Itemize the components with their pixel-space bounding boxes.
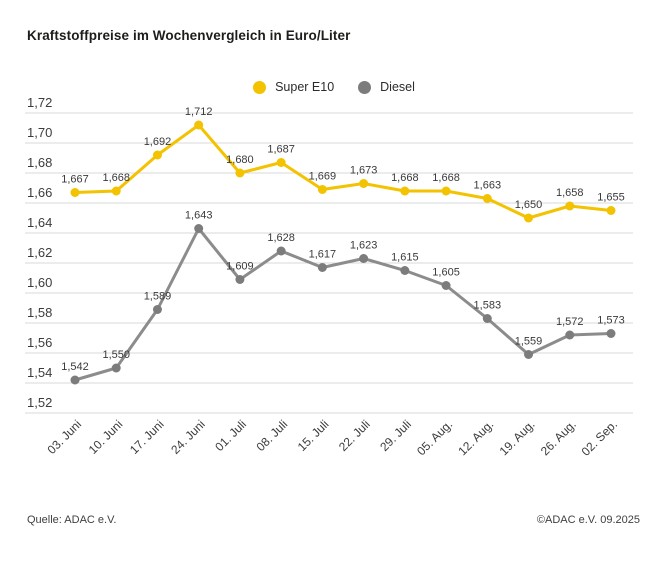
data-point-marker <box>565 201 575 211</box>
data-point-marker <box>482 194 492 203</box>
data-point-marker <box>400 266 410 275</box>
copyright-note: ©ADAC e.V. 09.2025 <box>536 514 640 526</box>
legend: Super E10 Diesel <box>0 80 668 94</box>
x-axis-tick-label: 10. Juni <box>86 417 126 457</box>
data-point-value-label: 1,658 <box>556 187 584 199</box>
x-axis-tick-label: 26. Aug. <box>538 417 579 458</box>
legend-item-super-e10: Super E10 <box>253 80 334 94</box>
data-point-marker <box>482 314 492 323</box>
x-axis-tick-label: 02. Sep. <box>579 417 621 459</box>
x-axis-tick-label: 24. Juni <box>168 417 208 457</box>
source-note: Quelle: ADAC e.V. <box>27 514 117 526</box>
x-axis-tick-label: 03. Juni <box>45 417 85 457</box>
x-axis-tick-label: 22. Juli <box>336 417 373 454</box>
data-point-marker <box>606 206 616 215</box>
series-line-super-e10 <box>74 123 612 220</box>
legend-label-diesel: Diesel <box>380 80 415 94</box>
data-point-marker <box>359 254 369 263</box>
y-axis-tick-label: 1,54 <box>27 365 52 380</box>
data-point-marker <box>70 375 80 385</box>
data-point-value-label: 1,605 <box>432 267 460 279</box>
data-point-marker <box>317 185 327 194</box>
data-point-marker <box>276 158 286 167</box>
data-point-marker <box>317 263 327 272</box>
y-axis-tick-label: 1,68 <box>27 155 52 170</box>
data-point-marker <box>111 186 121 196</box>
data-point-marker <box>235 275 245 284</box>
data-point-value-label: 1,573 <box>597 315 625 327</box>
data-point-value-label: 1,572 <box>556 316 584 328</box>
data-point-value-label: 1,673 <box>350 165 378 177</box>
data-point-value-label: 1,650 <box>515 199 543 211</box>
data-point-marker <box>565 330 575 340</box>
data-point-marker <box>194 120 204 130</box>
data-point-value-label: 1,609 <box>226 261 254 273</box>
diesel-dot-icon <box>358 80 372 94</box>
data-point-value-label: 1,668 <box>102 172 130 184</box>
y-axis-tick-label: 1,64 <box>27 215 52 230</box>
data-point-marker <box>359 179 369 188</box>
data-point-value-label: 1,589 <box>144 291 172 303</box>
data-point-marker <box>152 305 162 314</box>
data-point-value-label: 1,655 <box>597 192 625 204</box>
data-point-marker <box>235 168 245 178</box>
data-point-value-label: 1,617 <box>309 249 337 261</box>
y-axis-tick-label: 1,56 <box>27 335 52 350</box>
x-axis-tick-label: 05. Aug. <box>414 417 455 458</box>
data-point-marker <box>524 350 534 359</box>
x-axis-tick-label: 17. Juni <box>127 417 167 457</box>
y-axis-tick-label: 1,70 <box>27 125 52 140</box>
data-point-value-label: 1,687 <box>267 144 295 156</box>
data-point-marker <box>441 281 451 290</box>
data-point-marker <box>276 246 286 256</box>
legend-label-super-e10: Super E10 <box>275 80 335 94</box>
chart-title: Kraftstoffpreise im Wochenvergleich in E… <box>27 28 351 43</box>
data-point-marker <box>111 363 121 373</box>
data-point-marker <box>400 186 410 196</box>
y-axis-tick-label: 1,52 <box>27 395 52 410</box>
data-point-value-label: 1,643 <box>185 210 213 222</box>
data-point-value-label: 1,668 <box>432 172 460 184</box>
data-point-value-label: 1,628 <box>267 232 295 244</box>
data-point-value-label: 1,667 <box>61 174 89 186</box>
data-point-marker <box>606 329 616 338</box>
x-axis-tick-label: 08. Juli <box>253 417 290 454</box>
data-point-marker <box>194 224 204 233</box>
data-point-value-label: 1,669 <box>309 171 337 183</box>
x-axis-tick-label: 29. Juli <box>377 417 414 454</box>
data-point-value-label: 1,663 <box>474 180 502 192</box>
data-point-value-label: 1,668 <box>391 172 419 184</box>
super-e10-dot-icon <box>253 80 267 94</box>
y-axis-tick-label: 1,62 <box>27 245 52 260</box>
x-axis-tick-label: 12. Aug. <box>455 417 496 458</box>
data-point-value-label: 1,550 <box>102 349 130 361</box>
data-point-value-label: 1,542 <box>61 361 89 373</box>
data-point-value-label: 1,712 <box>185 106 213 118</box>
legend-item-diesel: Diesel <box>358 80 415 94</box>
line-chart: 1,72 1,70 1,68 1,66 1,64 1,62 1,60 1,58 1,56 1,54… <box>25 95 633 459</box>
y-axis-tick-label: 1,66 <box>27 185 52 200</box>
data-point-value-label: 1,583 <box>474 300 502 312</box>
data-point-value-label: 1,615 <box>391 252 419 264</box>
y-axis-tick-label: 1,58 <box>27 305 52 320</box>
x-axis-tick-label: 01. Juli <box>212 417 249 454</box>
data-point-marker <box>70 188 80 197</box>
data-point-marker <box>524 213 534 223</box>
x-axis-tick-label: 19. Aug. <box>497 417 538 458</box>
x-axis-tick-label: 15. Juli <box>295 417 332 454</box>
data-point-value-label: 1,692 <box>144 136 172 148</box>
data-point-marker <box>441 186 451 196</box>
data-point-value-label: 1,623 <box>350 240 378 252</box>
series-line-diesel <box>74 227 612 382</box>
footer: Quelle: ADAC e.V. ©ADAC e.V. 09.2025 <box>27 514 640 526</box>
y-axis-tick-label: 1,72 <box>27 95 52 110</box>
y-axis-tick-label: 1,60 <box>27 275 52 290</box>
data-point-value-label: 1,680 <box>226 154 254 166</box>
data-point-marker <box>152 150 162 160</box>
data-point-value-label: 1,559 <box>515 336 543 348</box>
